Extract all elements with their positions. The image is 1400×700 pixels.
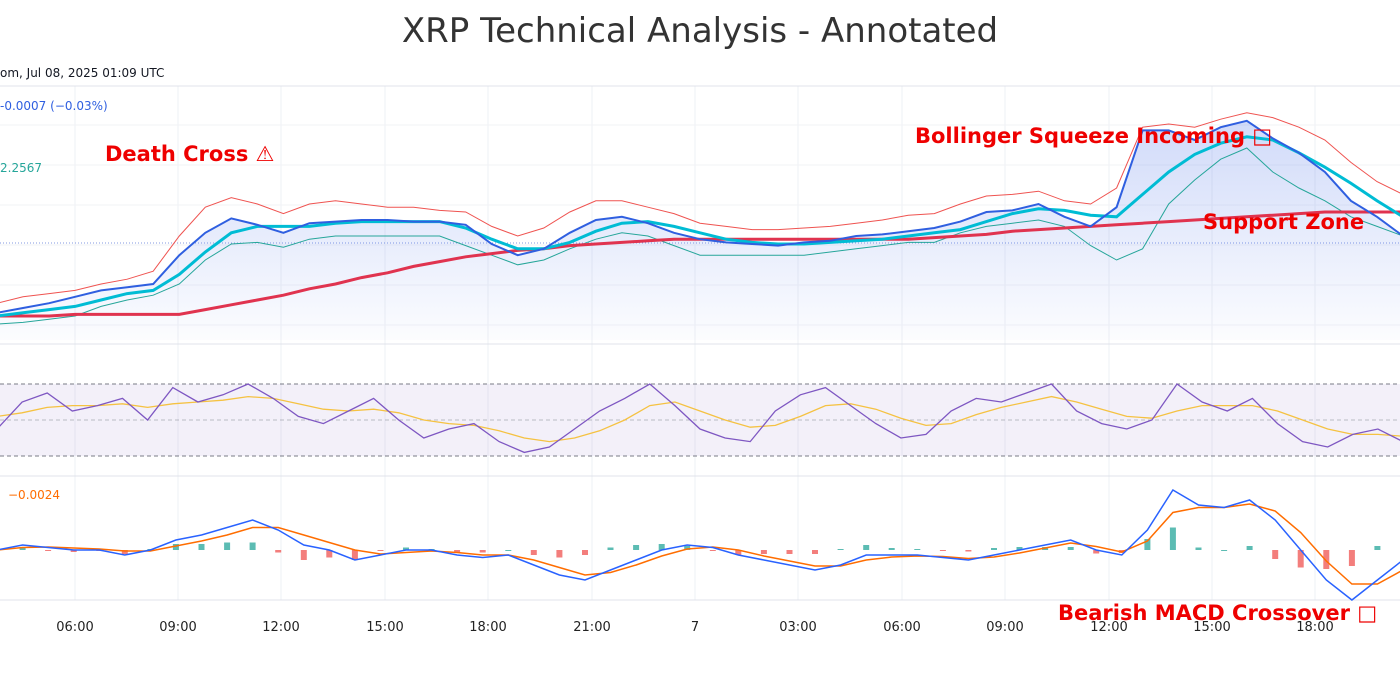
x-tick-label: 21:00 (573, 620, 610, 635)
macd-histogram-bar (1067, 547, 1074, 550)
macd-histogram-bar (1272, 550, 1279, 559)
macd-histogram-bar (1195, 547, 1202, 550)
x-tick-label: 12:00 (1090, 620, 1127, 635)
macd-histogram-bar (224, 542, 231, 550)
rsi-line (0, 383, 1400, 454)
macd-histogram-bar (70, 550, 77, 552)
macd-histogram-bar (991, 548, 997, 550)
macd-histogram-bar (198, 544, 205, 550)
x-tick-label: 09:00 (159, 620, 196, 635)
macd-histogram-bar (505, 550, 512, 551)
macd-histogram-bar (1144, 539, 1151, 550)
header-info: om, Jul 08, 2025 01:09 UTC (0, 66, 164, 80)
annotation-bearish-macd: Bearish MACD Crossover □ (1058, 601, 1377, 625)
macd-histogram-bar (786, 550, 793, 554)
macd-histogram-bar (1348, 550, 1355, 566)
macd-histogram-bar (709, 550, 716, 551)
macd-histogram-bar (326, 550, 333, 558)
macd-value-label: −0.0024 (8, 488, 60, 502)
macd-histogram-bar (19, 547, 26, 550)
chart-title: XRP Technical Analysis - Annotated (402, 11, 998, 51)
x-tick-label: 06:00 (883, 620, 920, 635)
macd-histogram-bar (45, 550, 52, 551)
rsi-ma-line (0, 395, 1400, 443)
ma-short-line (0, 135, 1400, 318)
price-line (0, 119, 1400, 314)
macd-histogram-bar (735, 550, 742, 555)
bollinger-upper-line (0, 112, 1400, 303)
macd-histogram-bar (965, 550, 972, 552)
x-tick-label: 06:00 (56, 620, 93, 635)
macd-histogram-bar (403, 547, 409, 550)
x-tick-label: 18:00 (1296, 620, 1333, 635)
macd-histogram-bar (351, 550, 358, 560)
macd-signal-line (0, 503, 1400, 585)
x-tick-label: 15:00 (366, 620, 403, 635)
macd-histogram-bar (888, 548, 895, 550)
x-tick-label: 09:00 (986, 620, 1023, 635)
macd-histogram-bar (863, 545, 870, 550)
macd-histogram-bar (633, 545, 640, 550)
macd-line (0, 488, 1400, 601)
annotation-death-cross: Death Cross ⚠ (105, 142, 274, 166)
macd-histogram-bar (607, 547, 614, 550)
macd-histogram-bar (658, 544, 665, 550)
x-tick-label: 15:00 (1193, 620, 1230, 635)
x-axis: 06:00 09:00 12:00 15:00 18:00 21:00 7 03:00 06:0… (56, 620, 1333, 635)
macd-histogram-bar (275, 550, 282, 553)
macd-histogram-bar (121, 550, 128, 554)
x-tick-label: 03:00 (779, 620, 816, 635)
macd-histogram-bar (556, 550, 563, 558)
ma-value-label: 2.2567 (0, 161, 42, 175)
rsi-panel (0, 383, 1400, 457)
macd-histogram-bar (684, 546, 691, 550)
macd-panel (0, 488, 1400, 601)
macd-histogram-bar (812, 550, 818, 554)
x-tick-label: 7 (691, 620, 699, 635)
macd-histogram-bar (1093, 550, 1100, 554)
x-tick-label: 18:00 (469, 620, 506, 635)
macd-histogram-bar (300, 550, 307, 560)
annotation-support-zone: Support Zone (1203, 210, 1364, 234)
macd-histogram-bar (479, 550, 486, 553)
macd-histogram-bar (172, 544, 179, 550)
macd-histogram-bar (249, 542, 256, 550)
macd-histogram-bar (454, 550, 461, 553)
bollinger-lower-line (0, 147, 1400, 325)
macd-histogram-bar (1016, 547, 1023, 550)
macd-histogram-bar (1169, 527, 1176, 550)
macd-histogram-bar (1374, 546, 1381, 550)
macd-histogram-bar (582, 550, 588, 555)
macd-histogram-bar (530, 550, 537, 555)
price-change-label: -0.0007 (−0.03%) (0, 99, 108, 113)
price-area (0, 120, 1400, 340)
price-panel (0, 112, 1400, 340)
macd-histogram-bar (837, 549, 844, 550)
annotation-bollinger-squeeze: Bollinger Squeeze Incoming □ (915, 124, 1272, 148)
macd-histogram-bar (377, 550, 384, 551)
macd-histogram-bar (1323, 550, 1330, 569)
x-tick-label: 12:00 (262, 620, 299, 635)
macd-histogram-bar (760, 550, 767, 554)
macd-histogram-bar (1297, 550, 1304, 568)
macd-histogram-bar (939, 550, 946, 551)
macd-histogram-bar (1221, 550, 1228, 551)
macd-histogram-bar (914, 549, 921, 550)
macd-histogram-bar (1246, 546, 1253, 550)
